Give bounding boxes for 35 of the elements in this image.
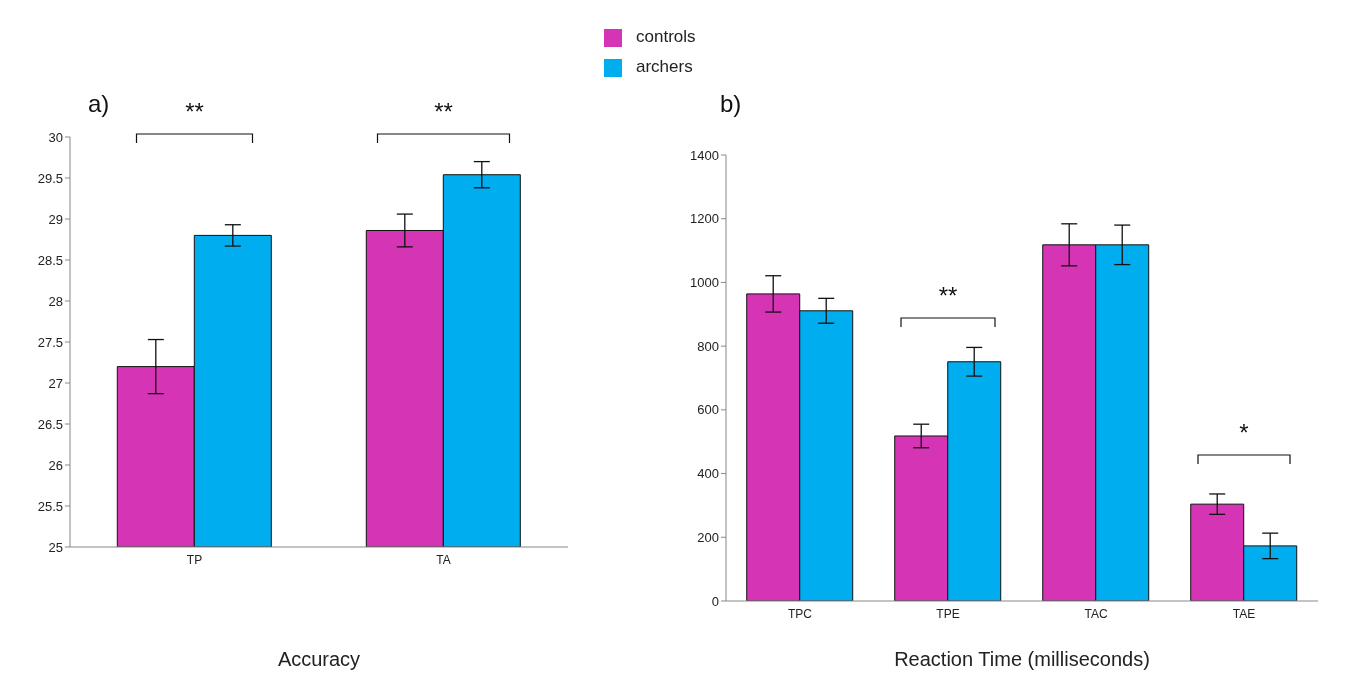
annotation: ** [938, 282, 958, 309]
legend-label: controls [636, 27, 696, 46]
y-tick-label: 600 [697, 402, 719, 418]
x-axis-title: Accuracy [277, 648, 361, 670]
legend-label: archers [636, 57, 693, 76]
x-tick-label: TP [186, 552, 203, 567]
text: ** [434, 98, 453, 125]
y-tick-label: 1400 [690, 147, 719, 163]
y-tick-label: 1200 [690, 211, 719, 227]
y-tick-label: 200 [697, 529, 719, 545]
y-tick-label: 28 [48, 293, 63, 309]
x-tick-label: TPC [788, 606, 813, 621]
y-tick-label: 0 [711, 593, 719, 609]
x-tick-label: TAC [1084, 606, 1108, 621]
y-tick-label: 29 [48, 211, 63, 227]
x-tick-label: TAE [1232, 606, 1256, 621]
y-tick-label: 26.5 [37, 416, 63, 432]
y-tick-label: 25 [48, 539, 63, 555]
y-tick-label: 29.5 [37, 170, 63, 186]
chart-title: a) [88, 90, 110, 117]
x-tick-label: TA [436, 552, 451, 567]
x-axis-title: Reaction Time (milliseconds) [894, 648, 1150, 670]
chart-title: b) [720, 90, 742, 117]
y-tick-label: 26 [48, 457, 63, 473]
y-tick-label: 27 [48, 375, 63, 391]
y-tick-label: 25.5 [37, 498, 63, 514]
y-tick-label: 400 [697, 466, 719, 482]
y-tick-label: 800 [697, 338, 719, 354]
x-tick-label: TPE [936, 606, 960, 621]
y-tick-label: 28.5 [37, 252, 63, 268]
text: ** [185, 98, 204, 125]
y-tick-label: 30 [48, 129, 63, 145]
annotation: * [1239, 419, 1249, 446]
y-tick-label: 27.5 [37, 334, 63, 350]
y-tick-label: 1000 [690, 275, 719, 291]
